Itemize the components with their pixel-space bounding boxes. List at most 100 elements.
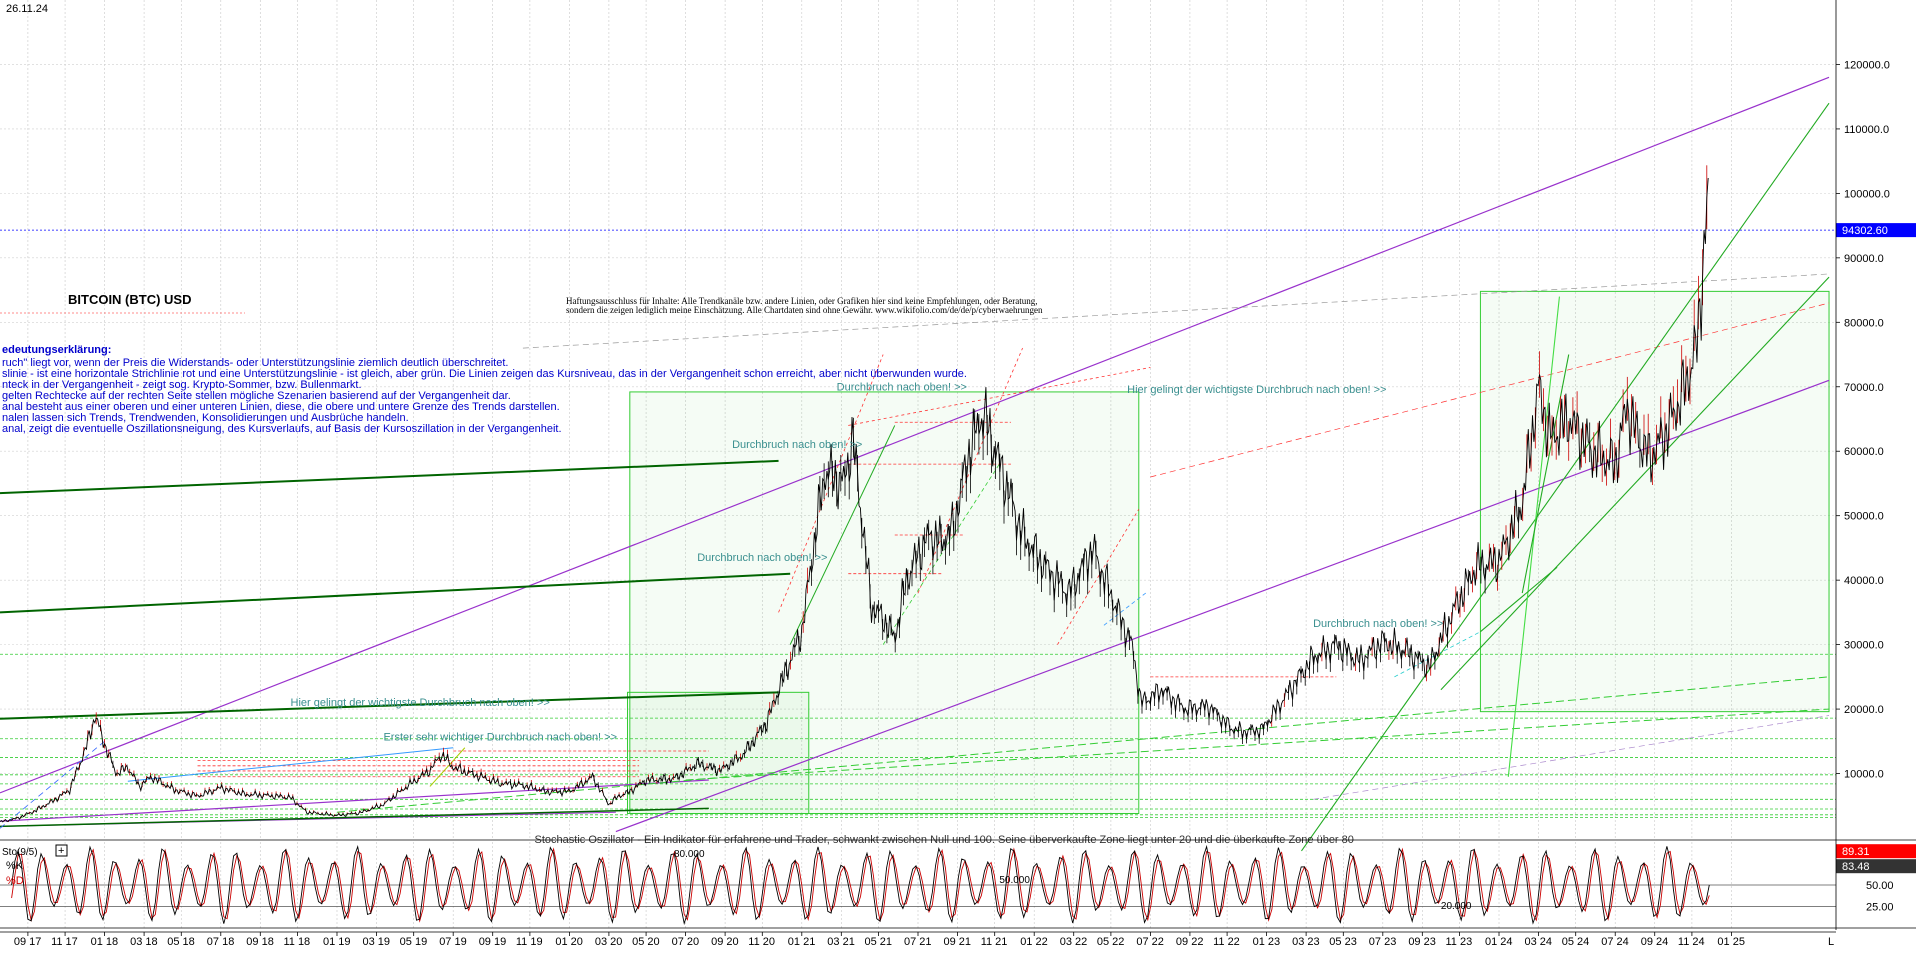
- long-line-middle: [0, 572, 791, 614]
- plus-icon: +: [58, 845, 64, 857]
- x-tick-label-0: 09 17: [14, 936, 42, 948]
- stoch-overlay-80: 80.000: [674, 849, 705, 860]
- current-price-marker: [1836, 223, 1916, 238]
- legend-line-6: nalen lassen sich Trends, Trendwenden, K…: [2, 412, 409, 424]
- dashed-support-2: [685, 708, 1830, 781]
- y-tick-label-11: 120000.0: [1844, 59, 1890, 71]
- annotation-2: Durchbruch nach oben! >>: [697, 552, 827, 564]
- x-tick-label-27: 03 22: [1060, 936, 1088, 948]
- stoch-overlay-20: 20.000: [1441, 901, 1472, 912]
- x-tick-label-43: 11 24: [1678, 936, 1705, 948]
- x-tick-label-41: 07 24: [1601, 936, 1629, 948]
- x-tick-label-21: 03 21: [827, 936, 855, 948]
- y-tick-label-1: 20000.0: [1844, 704, 1884, 716]
- y-tick-label-8: 90000.0: [1844, 253, 1884, 265]
- legend-line-7: anal, zeigt die eventuelle Oszillationsn…: [2, 423, 562, 435]
- green-channel-outer-lower: [1440, 276, 1830, 691]
- x-tick-label-13: 11 19: [516, 936, 543, 948]
- y-tick-label-3: 40000.0: [1844, 575, 1884, 587]
- x-tick-label-7: 11 18: [283, 936, 310, 948]
- x-tick-label-8: 01 19: [323, 936, 351, 948]
- y-tick-label-6: 70000.0: [1844, 382, 1884, 394]
- x-tick-label-3: 03 18: [130, 936, 158, 948]
- x-tick-label-32: 01 23: [1253, 936, 1281, 948]
- x-tick-label-19: 11 20: [748, 936, 775, 948]
- legend-line-4: gelten Rechtecke auf der rechten Seite s…: [2, 390, 511, 402]
- legend-heading: edeutungserklärung:: [2, 344, 111, 356]
- legend-line-3: nteck in der Vergangenheit - zeigt sog. …: [2, 379, 362, 391]
- x-tick-label-22: 05 21: [864, 936, 892, 948]
- x-tick-label-20: 01 21: [788, 936, 816, 948]
- x-tick-label-26: 01 22: [1020, 936, 1048, 948]
- disclaimer-line-1: Haftungsausschluss für Inhalte: Alle Tre…: [566, 296, 1038, 306]
- x-tick-label-1: 11 17: [51, 936, 78, 948]
- stoch-level-label-1: 25.00: [1866, 902, 1894, 914]
- x-tick-label-17: 07 20: [672, 936, 700, 948]
- annotation-4: Durchbruch nach oben! >>: [1313, 618, 1443, 630]
- long-line-base: [0, 807, 709, 828]
- x-tick-label-4: 05 18: [167, 936, 195, 948]
- lilac-trend-long: [1313, 715, 1830, 800]
- long-line-lower: [0, 691, 779, 720]
- x-tick-label-9: 03 19: [362, 936, 390, 948]
- early-blue-trend: [0, 741, 105, 829]
- legend-line-2: slinie - ist eine horizontale Strichlini…: [2, 368, 967, 380]
- annotation-3: Hier gelingt der wichtigste Durchbruch n…: [1127, 384, 1386, 396]
- channel-early-line: [0, 779, 709, 822]
- y-tick-label-7: 80000.0: [1844, 317, 1884, 329]
- x-tick-label-40: 05 24: [1562, 936, 1590, 948]
- trend-lines: [0, 76, 1836, 852]
- x-tick-label-10: 05 19: [400, 936, 428, 948]
- stoch-k-value: 89.31: [1842, 846, 1870, 858]
- date-label: 26.11.24: [6, 3, 48, 15]
- green-2021-dashed: [882, 463, 1000, 645]
- stoch-d-marker: [1836, 859, 1916, 874]
- red-trend-3: [1057, 509, 1140, 645]
- zone-rect-1: [626, 691, 810, 815]
- x-tick-label-2: 01 18: [91, 936, 119, 948]
- x-tick-label-34: 05 23: [1329, 936, 1357, 948]
- x-tick-label-31: 11 22: [1213, 936, 1240, 948]
- x-tick-label-36: 09 23: [1408, 936, 1436, 948]
- green-channel-steep-1: [1507, 296, 1560, 777]
- x-tick-label-23: 07 21: [904, 936, 932, 948]
- y-tick-label-10: 110000.0: [1844, 124, 1889, 136]
- x-tick-label-35: 07 23: [1369, 936, 1397, 948]
- x-tick-label-24: 09 21: [944, 936, 972, 948]
- green-channel-outer-upper: [1301, 102, 1830, 852]
- legend-line-5: anal besteht aus einer oberen und einer …: [2, 401, 560, 413]
- chart-title: BITCOIN (BTC) USD: [68, 292, 192, 307]
- blue-trend-2022: [1103, 592, 1147, 626]
- green-channel-steep-3: [1480, 566, 1558, 633]
- stoch-k-marker: [1836, 844, 1916, 859]
- x-tick-label-6: 09 18: [246, 936, 274, 948]
- x-tick-label-14: 01 20: [555, 936, 583, 948]
- grid: [0, 0, 1836, 928]
- y-tick-label-2: 30000.0: [1844, 640, 1884, 652]
- x-axis-end-marker: L: [1828, 936, 1834, 948]
- x-tick-label-33: 03 23: [1292, 936, 1320, 948]
- annotation-6: Erster sehr wichtiger Durchbruch nach ob…: [383, 732, 617, 744]
- stoch-label[interactable]: Sto(9/5): [2, 847, 38, 858]
- blue-trend-2019: [127, 747, 454, 782]
- stoch-level-label-0: 50.00: [1866, 880, 1894, 892]
- x-tick-label-38: 01 24: [1485, 936, 1513, 948]
- x-tick-label-28: 05 22: [1097, 936, 1125, 948]
- annotations: Durchbruch nach oben! >> Durchbruch nach …: [291, 382, 1444, 846]
- legend-line-1: ruch" liegt vor, wenn der Preis die Wide…: [2, 357, 508, 369]
- x-tick-label-30: 09 22: [1176, 936, 1204, 948]
- x-tick-label-15: 03 20: [595, 936, 623, 948]
- x-tick-label-25: 11 21: [981, 936, 1008, 948]
- yellow-trend: [429, 747, 466, 787]
- stoch-overlay-50: 50.000: [999, 875, 1030, 886]
- price-series: [0, 165, 1709, 823]
- stoch-expand-button[interactable]: [55, 844, 68, 857]
- channel-lower-line: [615, 379, 1830, 833]
- x-tick-label-5: 07 18: [207, 936, 235, 948]
- x-tick-label-37: 11 23: [1446, 936, 1473, 948]
- annotation-5: Hier gelingt der wichtigste Durchbruch n…: [291, 697, 550, 709]
- stoch-d-value: 83.48: [1842, 861, 1870, 873]
- red-trend-1: [778, 354, 884, 613]
